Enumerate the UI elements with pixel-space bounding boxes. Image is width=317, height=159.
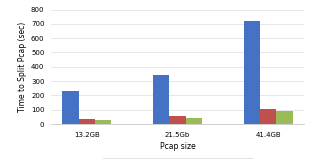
Bar (244, 21, 260, 124)
Y-axis label: Time to Split Pcap (sec): Time to Split Pcap (sec) (18, 22, 27, 112)
Bar (79, 119, 95, 124)
Bar (186, 118, 202, 124)
Bar (260, 109, 276, 124)
Legend: Real Time, User Time, System Time: Real Time, User Time, System Time (102, 158, 253, 159)
Bar (276, 111, 293, 124)
Bar (95, 120, 111, 124)
Bar (62, 91, 79, 124)
Bar (169, 116, 186, 124)
X-axis label: Pcap size: Pcap size (160, 142, 195, 151)
Bar (153, 75, 169, 124)
